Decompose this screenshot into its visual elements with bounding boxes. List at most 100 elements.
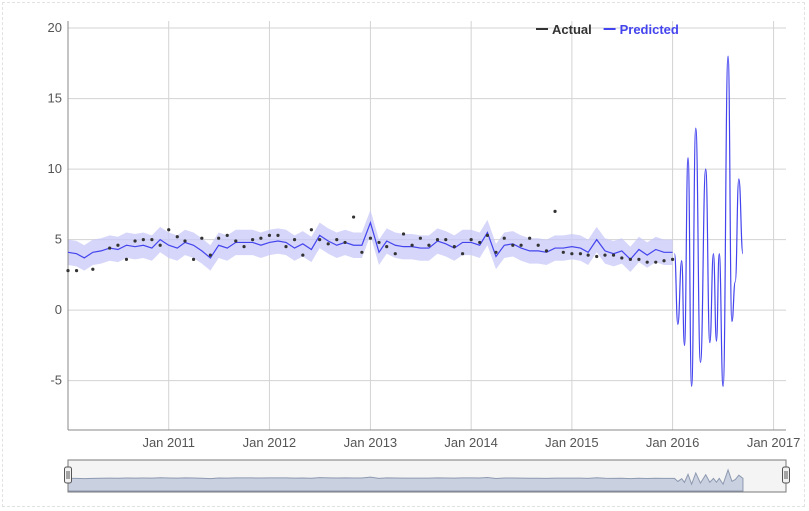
actual-point: [460, 252, 465, 256]
actual-point: [200, 236, 204, 240]
prediction-interval-band: [68, 49, 743, 394]
actual-point: [528, 236, 532, 240]
actual-point: [536, 243, 540, 247]
actual-point: [276, 233, 280, 237]
actual-point: [645, 260, 649, 264]
y-tick-label: 0: [55, 302, 62, 317]
grid: [68, 21, 786, 430]
actual-point: [570, 252, 574, 256]
actual-point: [360, 250, 364, 254]
actual-point: [351, 215, 356, 219]
predicted-line: [67, 220, 673, 261]
actual-point: [208, 253, 212, 257]
tick-labels: 20 15 10 5 0 -5 Jan 2011 Jan 2012 Jan 2013 Jan 20…: [48, 20, 801, 450]
actual-point: [435, 238, 440, 242]
legend-label-actual[interactable]: Actual: [552, 22, 592, 37]
actual-point: [318, 238, 322, 242]
actual-point: [427, 243, 431, 247]
actual-point: [284, 245, 288, 249]
actual-point: [418, 236, 422, 240]
actual-point: [502, 236, 506, 240]
actual-point: [158, 243, 162, 247]
prediction-band: [68, 209, 673, 273]
actual-point: [544, 249, 549, 253]
actual-point: [385, 245, 389, 249]
actual-point: [343, 240, 347, 245]
actual-point: [217, 236, 221, 240]
actual-point: [469, 238, 473, 242]
actual-point: [444, 238, 448, 242]
actual-point: [326, 242, 330, 246]
actual-point: [301, 253, 305, 257]
series: [66, 55, 744, 387]
actual-point: [553, 209, 557, 213]
x-tick-label: Jan 2017: [747, 435, 801, 450]
actual-point: [133, 239, 137, 243]
actual-point: [141, 238, 145, 242]
actual-point: [234, 239, 238, 243]
actual-point: [335, 238, 339, 242]
actual-point: [309, 228, 313, 232]
actual-point: [74, 269, 79, 273]
actual-point: [108, 246, 112, 250]
actual-point: [292, 238, 297, 242]
actual-point: [377, 240, 381, 245]
actual-point: [662, 259, 666, 263]
actual-point: [452, 245, 456, 249]
actual-point: [66, 269, 70, 273]
actual-point: [410, 243, 414, 247]
navigator-preview: [67, 468, 744, 492]
actual-point: [578, 252, 583, 256]
actual-point: [494, 250, 498, 254]
actual-point: [561, 250, 565, 254]
x-tick-label: Jan 2013: [344, 435, 398, 450]
actual-point: [259, 236, 263, 240]
x-tick-label: Jan 2014: [444, 435, 498, 450]
actual-point: [116, 243, 120, 247]
actual-point: [393, 252, 397, 256]
actual-point: [242, 245, 246, 249]
actual-point: [368, 236, 373, 240]
actual-point: [175, 235, 179, 239]
actual-point: [401, 232, 406, 236]
x-tick-label: Jan 2015: [545, 435, 599, 450]
actual-point: [628, 257, 632, 261]
actual-point: [124, 257, 129, 261]
y-tick-label: -5: [50, 373, 62, 388]
actual-point: [167, 228, 171, 232]
right-range-handle[interactable]: [782, 466, 790, 484]
actual-point: [251, 238, 255, 242]
actual-point: [620, 256, 624, 260]
actual-point: [267, 233, 272, 237]
actual-point: [611, 253, 616, 257]
actual-point: [595, 254, 599, 259]
actual-point: [519, 243, 523, 247]
actual-point: [485, 233, 490, 237]
y-tick-label: 5: [55, 232, 62, 247]
x-tick-label: Jan 2016: [646, 435, 700, 450]
actual-point: [603, 253, 607, 257]
actual-point: [225, 233, 229, 237]
actual-point: [637, 257, 641, 261]
actual-point: [654, 260, 658, 264]
y-tick-label: 15: [48, 91, 62, 106]
actual-point: [191, 257, 196, 261]
axes: [67, 21, 786, 431]
x-tick-label: Jan 2012: [243, 435, 297, 450]
x-tick-label: Jan 2011: [142, 435, 195, 450]
actual-point: [150, 238, 154, 242]
legend[interactable]: Actual Predicted: [536, 22, 679, 37]
actual-point: [478, 240, 482, 245]
left-range-handle[interactable]: [64, 466, 72, 484]
y-tick-label: 20: [48, 20, 62, 35]
actual-point: [91, 267, 95, 271]
actual-point: [183, 239, 187, 243]
forecast-line: [673, 55, 744, 387]
y-tick-label: 10: [48, 161, 62, 176]
legend-label-predicted[interactable]: Predicted: [620, 22, 679, 37]
range-navigator[interactable]: [64, 459, 790, 493]
actual-point: [511, 243, 515, 247]
actual-point: [586, 253, 590, 257]
